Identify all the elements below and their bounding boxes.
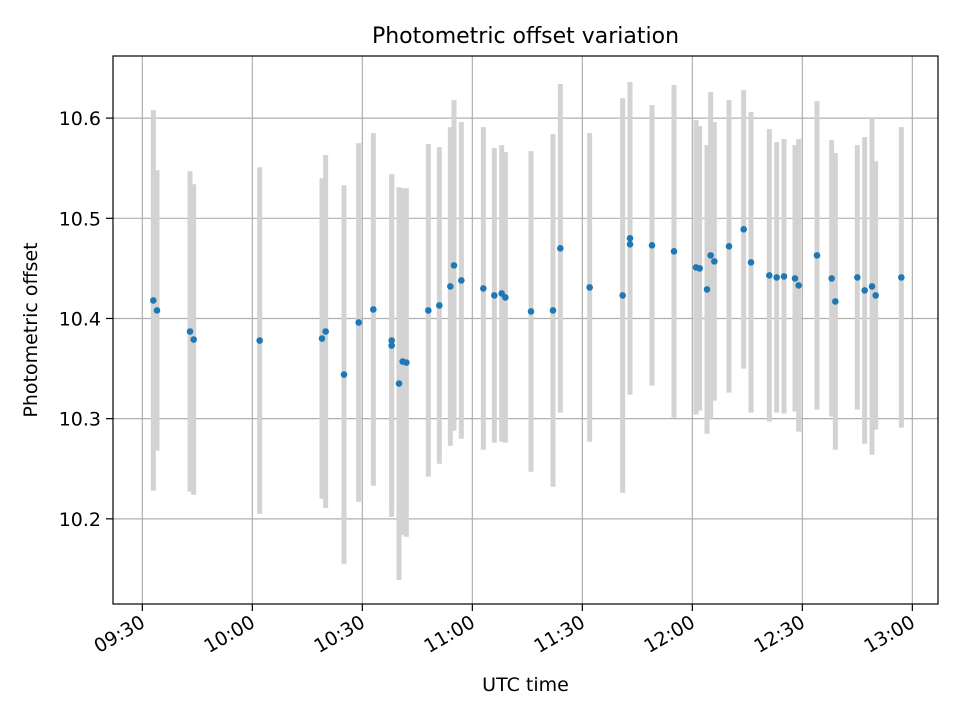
data-point — [703, 286, 711, 293]
data-point — [773, 274, 780, 281]
data-point — [711, 258, 718, 265]
data-point — [395, 380, 403, 387]
data-point — [813, 252, 821, 259]
data-point — [747, 259, 755, 266]
data-point — [740, 226, 747, 233]
chart-title: Photometric offset variation — [372, 24, 679, 49]
grid-layer — [113, 56, 938, 604]
data-point — [450, 262, 458, 269]
data-point — [832, 298, 839, 305]
data-point — [322, 328, 329, 335]
data-point — [425, 307, 432, 314]
data-point — [186, 328, 194, 335]
data-point — [696, 265, 703, 272]
data-point — [648, 242, 656, 249]
data-point — [707, 252, 714, 259]
data-point — [791, 275, 799, 282]
x-tick-label: 09:30 — [90, 611, 148, 657]
y-axis-label: Photometric offset — [20, 242, 42, 417]
data-point — [458, 277, 465, 284]
data-point — [447, 283, 454, 290]
data-point — [527, 308, 535, 315]
x-tick-label: 12:30 — [750, 611, 808, 657]
x-tick-label: 13:00 — [860, 611, 918, 657]
data-point — [557, 245, 564, 252]
data-point — [586, 284, 593, 291]
data-point — [626, 235, 634, 242]
errorbar-layer — [150, 82, 904, 580]
data-point — [388, 337, 395, 344]
data-point — [370, 306, 377, 313]
data-point — [670, 248, 678, 255]
data-point — [190, 336, 197, 343]
data-point — [436, 302, 443, 309]
plot-frame — [112, 55, 939, 605]
x-axis-label: UTC time — [482, 674, 569, 696]
y-tick-label: 10.5 — [59, 208, 101, 230]
data-point — [549, 307, 557, 314]
data-point — [491, 292, 498, 299]
data-point — [480, 285, 487, 292]
data-point — [502, 294, 509, 301]
data-point — [854, 274, 861, 281]
y-tick-label: 10.4 — [59, 308, 101, 330]
x-tick-label: 10:30 — [310, 611, 368, 657]
data-point — [340, 371, 348, 378]
data-point — [388, 342, 395, 349]
data-point — [861, 287, 868, 294]
data-point — [725, 243, 733, 250]
data-point — [780, 273, 788, 280]
data-point — [898, 274, 905, 281]
y-tick-label: 10.2 — [59, 509, 101, 531]
data-point — [256, 337, 263, 344]
data-point — [355, 319, 362, 326]
data-point — [868, 283, 876, 290]
data-point — [619, 292, 626, 299]
data-point — [150, 297, 157, 304]
data-point — [872, 292, 879, 299]
data-point — [153, 307, 161, 314]
y-tick-label: 10.3 — [59, 409, 101, 431]
data-point — [403, 359, 410, 366]
data-point — [828, 275, 835, 282]
x-tick-label: 11:30 — [530, 611, 588, 657]
point-layer — [150, 226, 905, 387]
x-tick-label: 10:00 — [200, 611, 258, 657]
x-tick-label: 12:00 — [640, 611, 698, 657]
x-tick-label: 11:00 — [420, 611, 478, 657]
data-point — [626, 241, 634, 248]
data-point — [795, 282, 802, 289]
data-point — [318, 335, 326, 342]
data-point — [766, 272, 773, 279]
y-tick-label: 10.6 — [59, 108, 101, 130]
